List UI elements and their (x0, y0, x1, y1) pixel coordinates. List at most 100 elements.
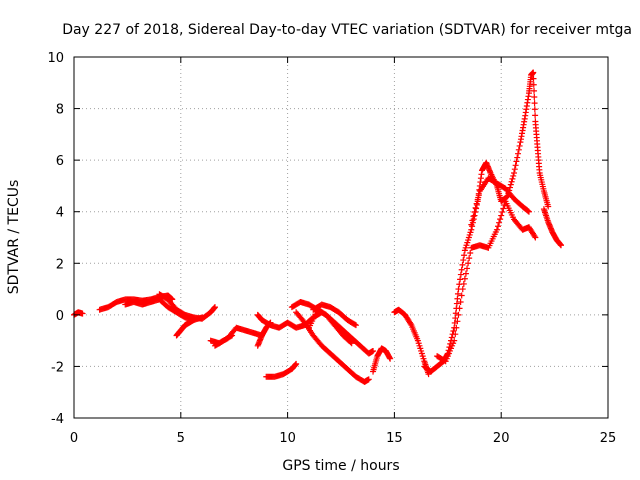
data-point-interp (498, 212, 505, 219)
data-point-interp (509, 175, 516, 182)
data-point (348, 340, 355, 347)
data-point-interp (462, 270, 469, 277)
data-markers (71, 69, 565, 385)
data-point-interp (227, 333, 234, 340)
y-tick-label: -2 (51, 360, 64, 375)
data-point-interp (460, 280, 467, 287)
plot-frame (73, 56, 609, 419)
data-point (493, 226, 500, 233)
data-point (387, 355, 394, 362)
data-point-interp (516, 142, 523, 149)
y-tick-label: 4 (56, 206, 64, 221)
data-point (545, 203, 552, 210)
data-point (365, 376, 372, 383)
data-point-interp (471, 209, 478, 216)
data-point-interp (511, 166, 518, 173)
data-point-interp (464, 265, 471, 272)
data-point-interp (496, 219, 503, 226)
series-seg1 (71, 309, 86, 318)
data-point-interp (456, 305, 463, 312)
data-point-interp (494, 223, 501, 230)
y-axis-label: SDTVAR / TECUs (6, 180, 22, 295)
data-point-interp (503, 193, 510, 200)
x-tick-label: 10 (279, 431, 296, 446)
x-tick-label: 15 (386, 431, 403, 446)
series-seg4 (156, 291, 218, 322)
data-point-interp (508, 178, 515, 185)
data-point-interp (531, 233, 538, 240)
data-point-interp (452, 331, 459, 338)
series-seg17 (421, 69, 552, 375)
data-point (190, 317, 197, 324)
data-point (525, 208, 532, 215)
y-tick-label: 0 (56, 309, 64, 324)
data-point-interp (512, 162, 519, 169)
data-point-interp (461, 275, 468, 282)
data-point-interp (458, 266, 465, 273)
series-seg18 (434, 198, 539, 365)
axis-ticks (73, 56, 609, 419)
data-point-interp (454, 318, 461, 325)
data-point-interp (531, 106, 538, 113)
data-point-interp (407, 320, 414, 327)
data-point (468, 221, 475, 228)
data-point-interp (515, 146, 522, 153)
data-point-interp (453, 324, 460, 331)
data-point-interp (497, 216, 504, 223)
data-point-interp (515, 150, 522, 157)
x-tick-label: 20 (493, 431, 510, 446)
data-point-interp (514, 154, 521, 161)
data-point-interp (351, 321, 358, 328)
y-tick-label: -4 (51, 412, 64, 427)
data-point-interp (347, 339, 354, 346)
data-point (79, 310, 86, 317)
data-point (370, 347, 377, 354)
data-point-interp (470, 213, 477, 220)
data-point-interp (507, 181, 514, 188)
y-tick-labels: -4 -2 0 2 4 6 8 10 (47, 51, 64, 427)
data-point-interp (474, 196, 481, 203)
data-point (468, 226, 475, 233)
series-seg19 (468, 175, 532, 228)
series-seg14 (310, 301, 359, 329)
data-point-interp (500, 205, 507, 212)
data-point-interp (458, 292, 465, 299)
data-point-interp (466, 255, 473, 262)
data-point-interp (525, 208, 532, 215)
data-point-interp (469, 217, 476, 224)
data-point-interp (499, 209, 506, 216)
y-tick-label: 2 (56, 257, 64, 272)
chart-title: Day 227 of 2018, Sidereal Day-to-day VTE… (62, 22, 632, 38)
series-seg13 (305, 306, 355, 347)
series-seg15 (370, 345, 394, 375)
series-seg20 (540, 206, 565, 249)
data-point (558, 242, 565, 249)
data-point (532, 234, 539, 241)
data-point-interp (457, 298, 464, 305)
data-point-interp (455, 311, 462, 318)
data-point-interp (461, 252, 468, 259)
data-point (211, 304, 218, 311)
data-point-interp (457, 276, 464, 283)
data-point-interp (507, 184, 514, 191)
x-axis-label: GPS time / hours (282, 458, 399, 474)
series-seg7 (211, 332, 236, 349)
data-point-interp (467, 249, 474, 256)
grid-lines (74, 57, 608, 418)
data-point-interp (448, 334, 455, 341)
series-seg16 (391, 306, 432, 378)
y-tick-label: 8 (56, 103, 64, 118)
data-point-interp (510, 172, 517, 179)
x-tick-labels: 0 5 10 15 20 25 (70, 431, 616, 446)
data-point-interp (530, 81, 537, 88)
data-point-interp (457, 271, 464, 278)
data-point-interp (450, 327, 457, 334)
data-point (530, 69, 537, 76)
series-seg10 (263, 360, 300, 380)
data-point (229, 332, 236, 339)
data-point-interp (460, 257, 467, 264)
data-point-interp (531, 93, 538, 100)
data-point-interp (532, 112, 539, 119)
x-tick-label: 5 (177, 431, 185, 446)
